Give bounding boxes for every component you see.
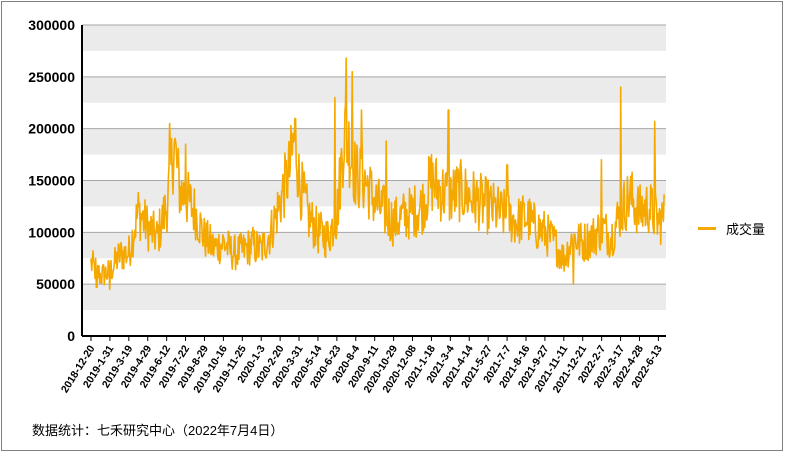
y-tick-label: 0 — [67, 328, 75, 344]
plot-band — [82, 76, 666, 103]
source-note: 数据统计：七禾研究中心（2022年7月4日） — [32, 423, 284, 438]
plot-band — [82, 284, 666, 311]
plot-band — [82, 102, 666, 129]
plot-band — [82, 50, 666, 77]
y-tick-label: 150000 — [28, 173, 75, 189]
y-tick-label: 250000 — [28, 69, 75, 85]
plot-band — [82, 258, 666, 285]
plot-band — [82, 25, 666, 51]
y-tick-label: 50000 — [36, 276, 75, 292]
legend-swatch — [698, 227, 716, 230]
legend-label: 成交量 — [726, 222, 766, 237]
y-tick-label: 100000 — [28, 224, 75, 240]
y-tick-label: 300000 — [28, 17, 75, 33]
series-line-成交量 — [90, 57, 665, 291]
y-tick-label: 200000 — [28, 121, 75, 137]
plot-band — [82, 310, 666, 336]
legend: 成交量 — [698, 219, 765, 238]
plot-band — [82, 128, 666, 155]
